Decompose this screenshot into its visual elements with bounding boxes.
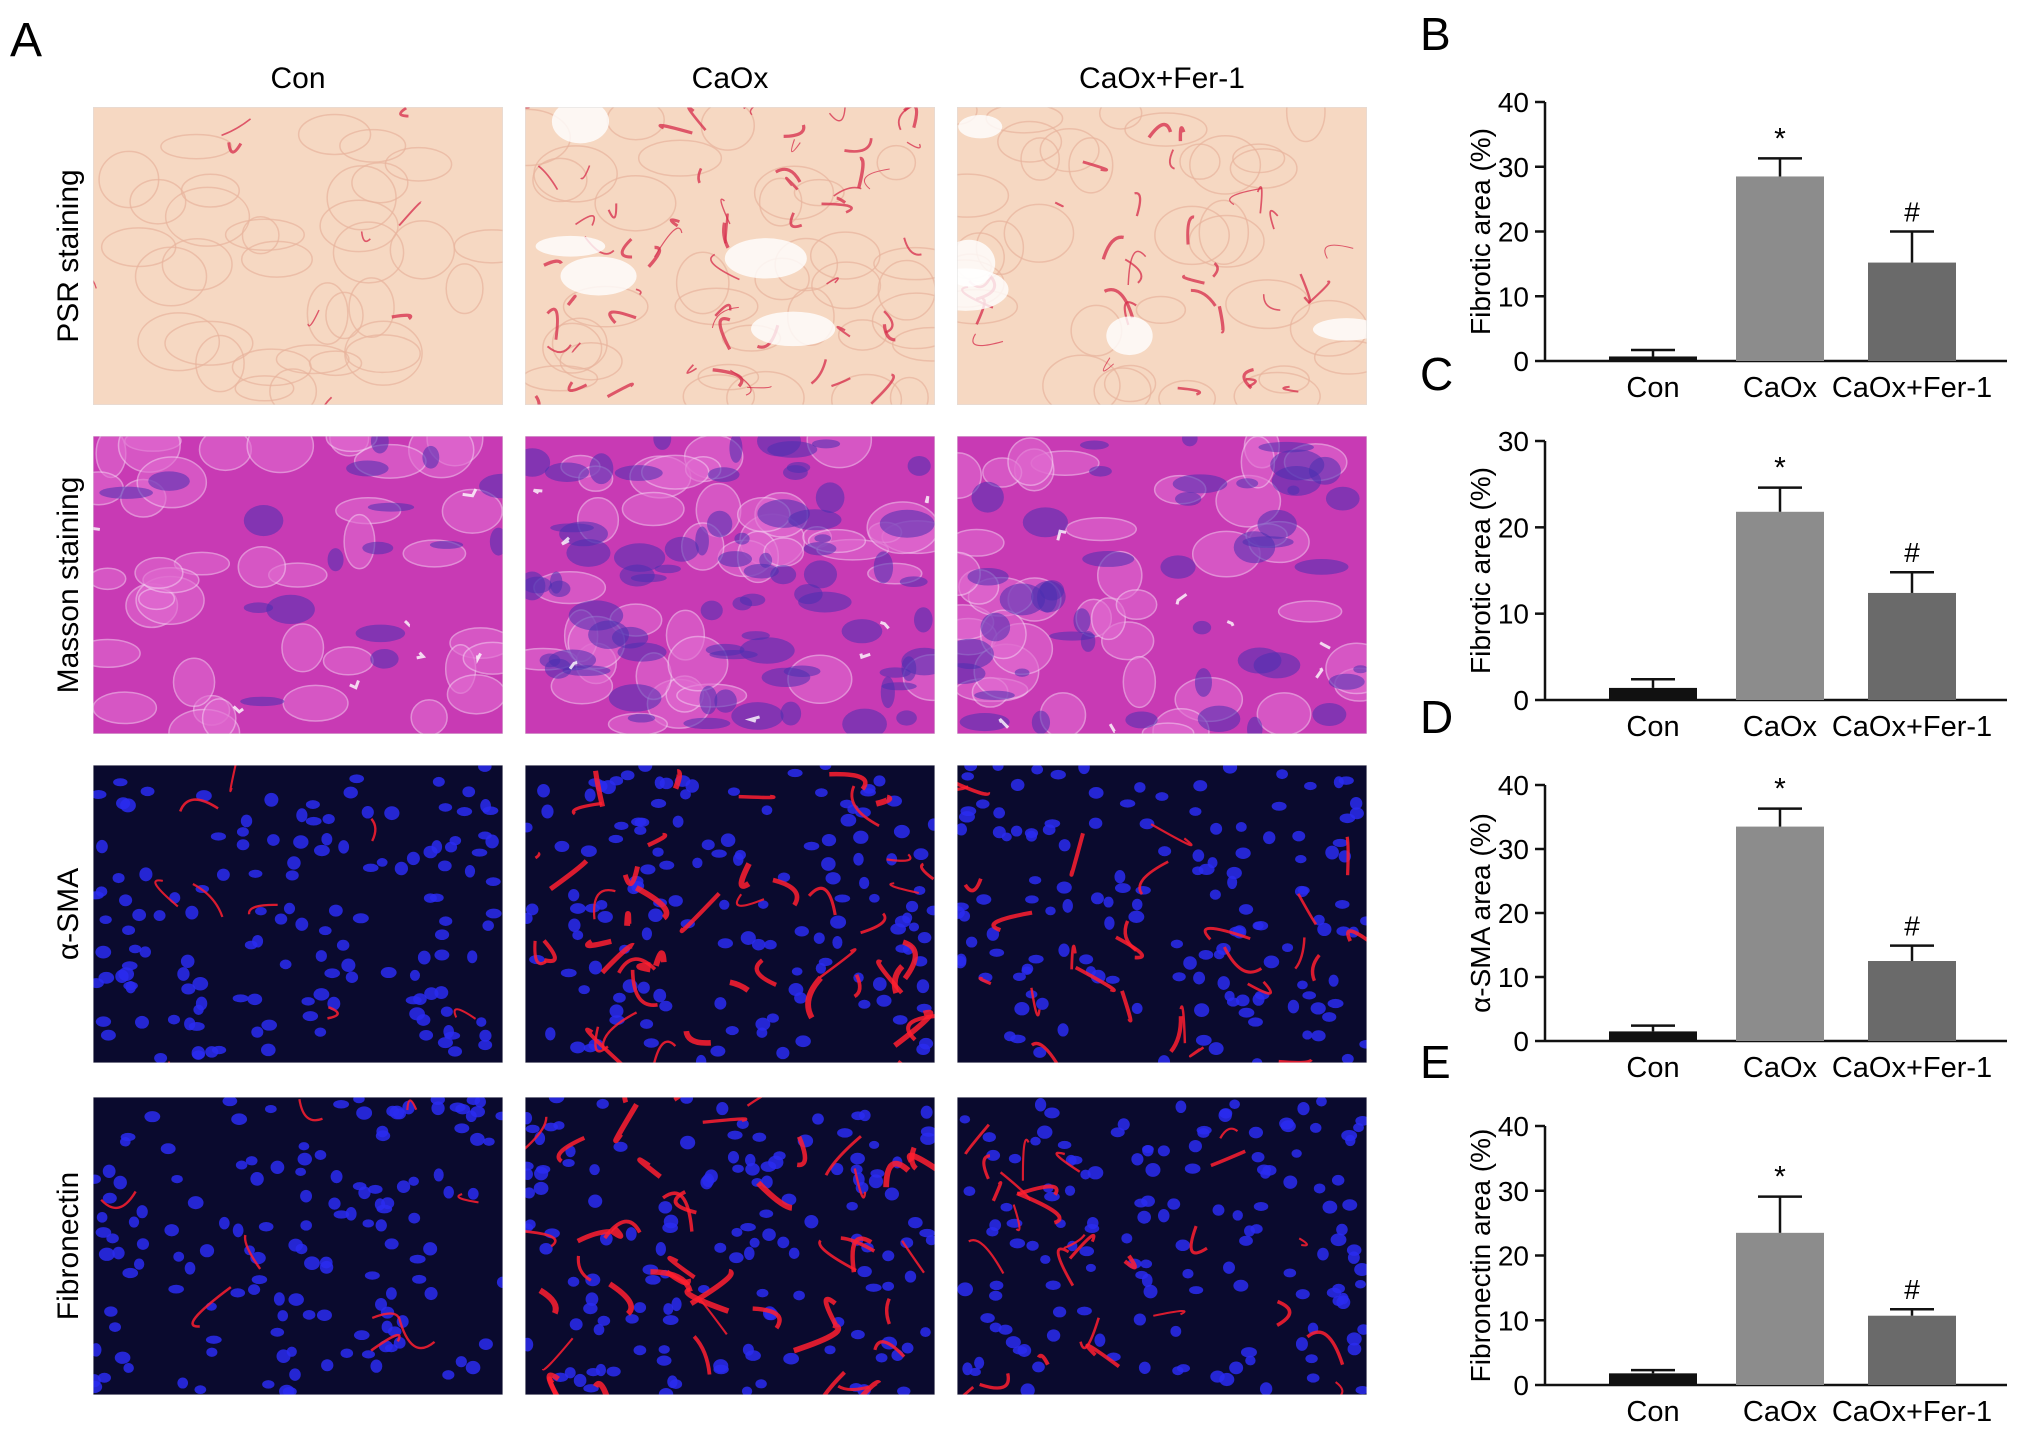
category-label: Con [1626,1052,1679,1084]
bar [1609,356,1697,361]
y-axis-label: α-SMA area (%) [1465,813,1496,1013]
y-tick-label: 0 [1513,1026,1529,1057]
panel-letter: E [1420,1036,1451,1088]
y-tick-label: 20 [1498,217,1529,248]
micrograph-masson [957,436,1367,734]
y-tick-label: 20 [1498,898,1529,929]
category-label: CaOx [1743,1396,1818,1428]
micrograph-masson [525,436,935,734]
y-tick-label: 40 [1498,87,1529,118]
category-label: Con [1626,1396,1679,1428]
y-tick-label: 10 [1498,599,1529,630]
y-tick-label: 30 [1498,152,1529,183]
y-tick-label: 30 [1498,834,1529,865]
micrograph-fluor [93,1097,503,1395]
category-label: CaOx+Fer-1 [1832,1396,1992,1428]
category-label: Con [1626,372,1679,404]
row-label: α-SMA [52,868,85,960]
micrograph-fluor [525,765,935,1063]
panel-a-letter: A [10,14,42,67]
micrograph-fluor [957,1097,1367,1395]
y-tick-label: 10 [1498,281,1529,312]
y-tick-label: 20 [1498,1241,1529,1272]
bar [1736,511,1824,700]
y-tick-label: 20 [1498,512,1529,543]
y-tick-label: 30 [1498,1176,1529,1207]
y-axis-label: Fibrotic area (%) [1465,467,1496,674]
y-tick-label: 0 [1513,1370,1529,1401]
significance-marker: # [1904,1274,1920,1305]
bar [1868,1315,1956,1385]
category-label: CaOx [1743,372,1818,404]
bar [1868,961,1956,1041]
micrograph-psr [93,107,503,405]
micrograph-fluor [93,765,503,1063]
category-label: CaOx [1743,711,1818,743]
column-header: CaOx [692,62,769,95]
micrograph-psr [957,107,1367,405]
significance-marker: # [1904,197,1920,228]
row-label: Fibronectin [52,1172,85,1320]
bar [1609,1373,1697,1385]
panel-letter: B [1420,8,1451,60]
significance-marker: * [1774,773,1786,806]
column-header: CaOx+Fer-1 [1079,62,1245,95]
category-label: CaOx+Fer-1 [1832,1052,1992,1084]
bar [1736,176,1824,361]
y-tick-label: 40 [1498,770,1529,801]
panel-letter: D [1420,691,1453,743]
bar [1868,592,1956,700]
micrograph-masson [93,436,503,734]
row-label: Masson staining [52,477,85,694]
y-tick-label: 0 [1513,685,1529,716]
category-label: CaOx+Fer-1 [1832,711,1992,743]
micrograph-fluor [957,765,1367,1063]
row-label: PSR staining [52,169,85,342]
y-tick-label: 40 [1498,1111,1529,1142]
column-header: Con [270,62,325,95]
category-label: CaOx [1743,1052,1818,1084]
bar [1609,687,1697,700]
significance-marker: * [1774,1161,1786,1194]
category-label: Con [1626,711,1679,743]
significance-marker: * [1774,452,1786,485]
bar [1736,826,1824,1041]
panel-letter: C [1420,348,1453,400]
bar [1609,1031,1697,1041]
y-tick-label: 10 [1498,962,1529,993]
micrograph-fluor [525,1097,935,1395]
bar [1736,1232,1824,1385]
bar-chart-d: D 0 10 20 30 40α-SMA area (%) Con * CaOx # CaOx+Fe… [1420,691,2007,1084]
y-tick-label: 0 [1513,346,1529,377]
y-tick-label: 30 [1498,426,1529,457]
significance-marker: # [1904,911,1920,942]
y-axis-label: Fibronectin area (%) [1465,1129,1496,1383]
micrograph-psr [525,107,935,405]
y-tick-label: 10 [1498,1305,1529,1336]
significance-marker: * [1774,122,1786,155]
significance-marker: # [1904,537,1920,568]
category-label: CaOx+Fer-1 [1832,372,1992,404]
y-axis-label: Fibrotic area (%) [1465,128,1496,335]
bar [1868,262,1956,361]
panel-a: A Con CaOx CaOx+Fer-1 PSR staining Masson st… [10,14,1367,1395]
